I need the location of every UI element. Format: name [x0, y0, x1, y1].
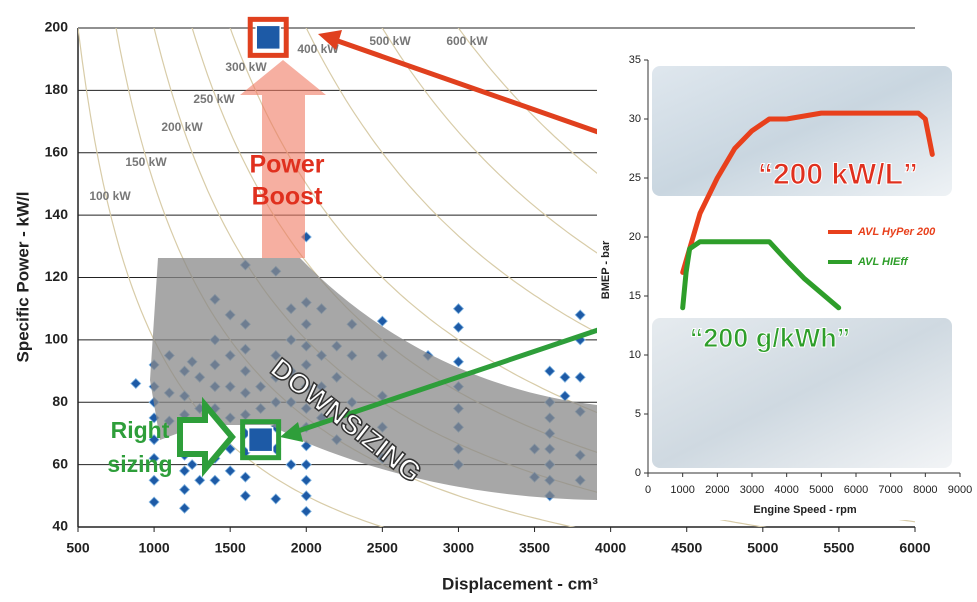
inset-chart: 0 5 10 15 20 25 30 35 0 1000 2000 3000 4000 5000 6000 7…: [597, 42, 977, 520]
y-tick-label: 60: [52, 455, 68, 471]
iso-power-label: 250 kW: [193, 92, 235, 106]
x-tick-label: 6000: [844, 484, 868, 496]
y-tick-label: 100: [45, 331, 69, 347]
y-tick-label: 20: [629, 231, 641, 243]
legend-label: AVL HyPer 200: [857, 226, 936, 238]
legend-label: AVL HIEff: [857, 256, 909, 268]
x-tick-label: 1000: [139, 540, 170, 556]
y-tick-label: 15: [629, 290, 641, 302]
x-tick-label: 500: [66, 540, 90, 556]
iso-power-label: 100 kW: [89, 189, 131, 203]
y-axis-title: Specific Power - kW/l: [13, 192, 32, 363]
x-tick-label: 3500: [519, 540, 550, 556]
x-tick-label: 6000: [899, 540, 930, 556]
y-tick-label: 10: [629, 349, 641, 361]
power-boost-label: Power: [249, 151, 324, 179]
iso-power-label: 300 kW: [225, 60, 267, 74]
x-tick-label: 3000: [443, 540, 474, 556]
iso-power-label: 500 kW: [369, 34, 411, 48]
y-tick-label: 200: [45, 19, 69, 35]
annotation: “200 kW/L”: [758, 158, 918, 191]
x-tick-label: 0: [645, 484, 651, 496]
y-tick-label: 160: [45, 143, 69, 159]
x-axis-title: Displacement - cm³: [442, 574, 598, 593]
power-boost-label: Boost: [252, 183, 324, 211]
chart: 4060801001201401601802005001000150020002…: [0, 0, 977, 602]
y-tick-label: 25: [629, 172, 641, 184]
y-tick-label: 180: [45, 81, 69, 97]
right-sizing-label: Right: [111, 417, 170, 443]
x-tick-label: 4000: [595, 540, 626, 556]
x-tick-label: 4500: [671, 540, 702, 556]
iso-power-label: 150 kW: [125, 155, 167, 169]
x-tick-label: 1500: [215, 540, 246, 556]
x-tick-label: 5000: [809, 484, 833, 496]
x-tick-label: 2000: [705, 484, 729, 496]
x-tick-label: 2000: [291, 540, 322, 556]
highlight-icon: [249, 428, 273, 452]
x-tick-label: 4000: [774, 484, 798, 496]
annotation: “200 g/kWh”: [690, 323, 851, 353]
x-tick-label: 2500: [367, 540, 398, 556]
x-tick-label: 8000: [913, 484, 937, 496]
x-tick-label: 1000: [670, 484, 694, 496]
y-tick-label: 120: [45, 268, 69, 284]
y-tick-label: 35: [629, 54, 641, 66]
y-axis-title: BMEP - bar: [600, 240, 612, 299]
y-tick-label: 30: [629, 113, 641, 125]
x-tick-label: 5000: [747, 540, 778, 556]
x-tick-label: 9000: [948, 484, 972, 496]
y-tick-label: 40: [52, 518, 68, 534]
right-sizing-label: sizing: [107, 451, 172, 477]
y-tick-label: 0: [635, 467, 641, 479]
y-tick-label: 5: [635, 408, 641, 420]
highlight-icon: [256, 25, 280, 49]
x-tick-label: 5500: [823, 540, 854, 556]
iso-power-label: 600 kW: [446, 34, 488, 48]
x-axis-title: Engine Speed - rpm: [753, 504, 857, 516]
x-tick-label: 3000: [740, 484, 764, 496]
x-tick-label: 7000: [878, 484, 902, 496]
y-tick-label: 140: [45, 206, 69, 222]
iso-power-label: 200 kW: [161, 120, 203, 134]
y-tick-label: 80: [52, 393, 68, 409]
